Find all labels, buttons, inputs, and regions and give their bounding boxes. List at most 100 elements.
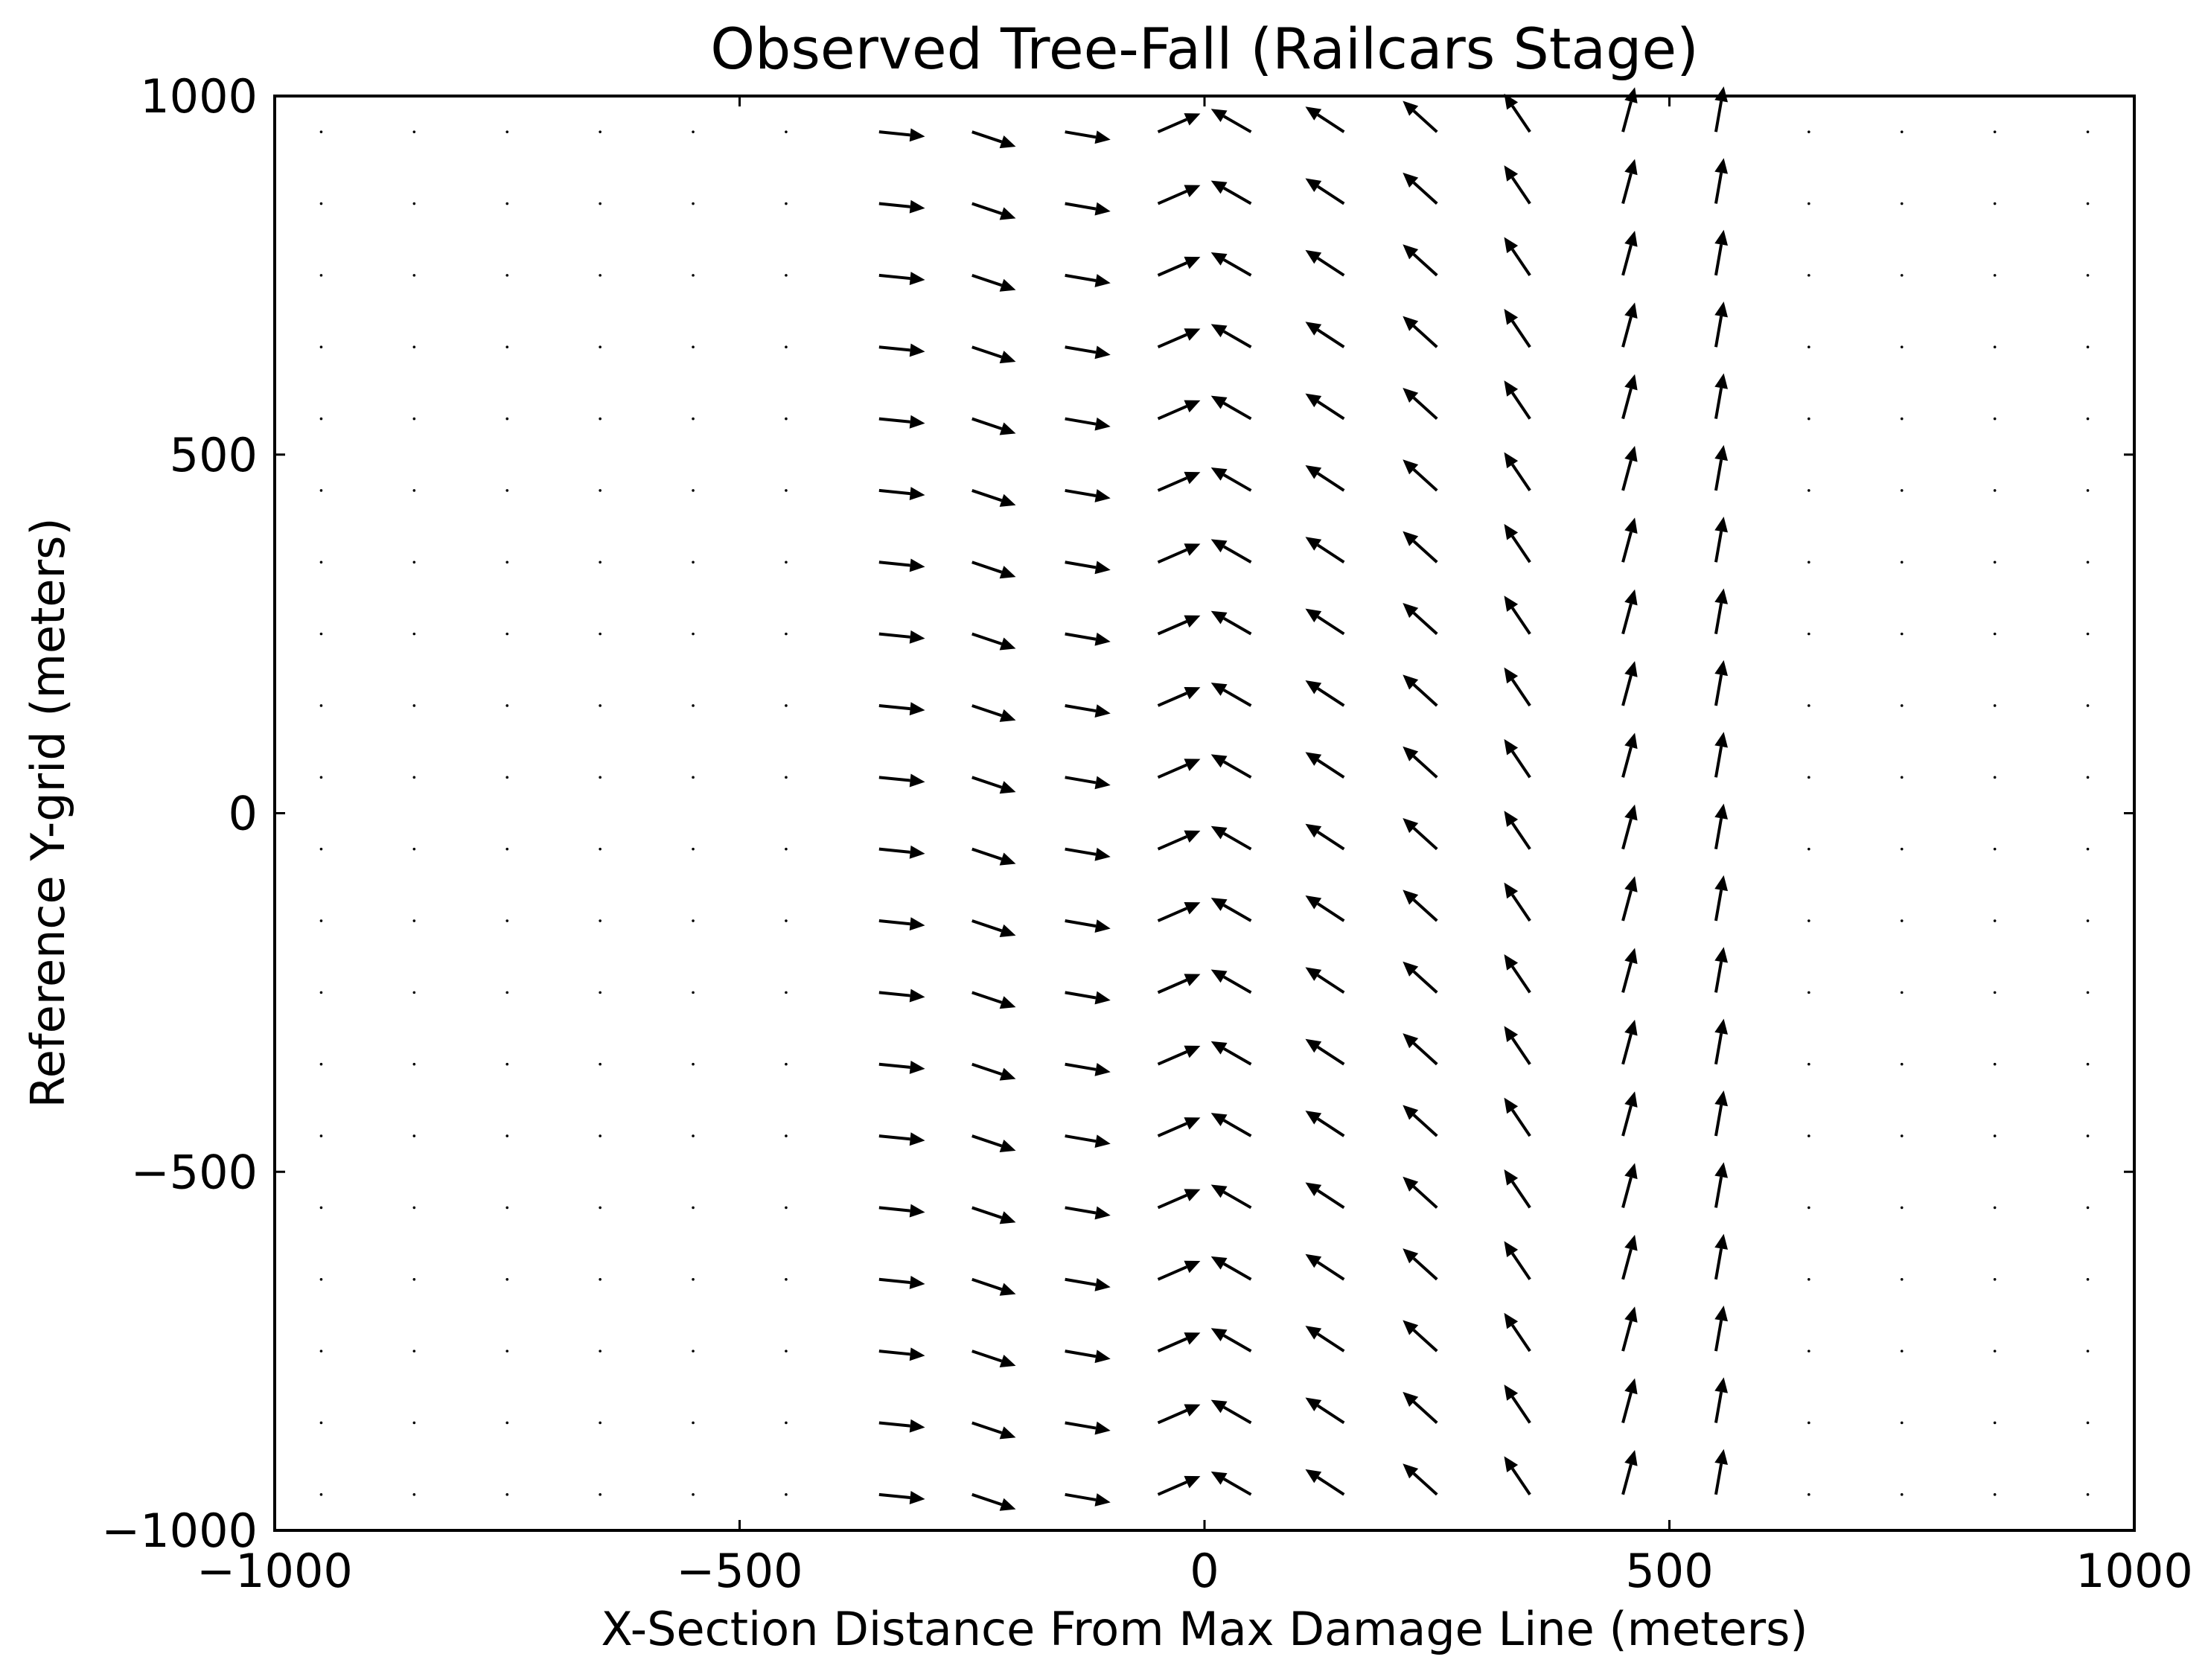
vector-point-4-7 [692, 991, 695, 994]
vector-shaft [1157, 1265, 1187, 1281]
vector-point-4-3 [692, 1277, 695, 1281]
vector-head [1210, 898, 1228, 911]
vector-head [1714, 1162, 1728, 1178]
vector-arrow-9-6 [1157, 1045, 1201, 1066]
vector-shaft [971, 991, 1003, 1004]
vector-head [1094, 274, 1111, 287]
vector-shaft [878, 703, 910, 711]
vector-arrow-12-5 [1403, 1105, 1438, 1137]
vector-shaft [1065, 1062, 1097, 1071]
vector-shaft [1223, 760, 1252, 779]
vector-point-19-15 [2086, 417, 2090, 421]
vector-arrow-12-11 [1403, 674, 1438, 707]
vector-point-2-17 [505, 274, 509, 277]
vector-point-19-13 [2086, 560, 2090, 564]
vector-point-5-9 [785, 847, 788, 851]
vector-head [1210, 1328, 1228, 1342]
vector-point-3-14 [599, 489, 602, 492]
vector-shaft [1412, 1257, 1438, 1281]
vector-arrow-10-7 [1210, 969, 1252, 994]
vector-arrow-9-12 [1157, 615, 1201, 636]
vector-point-0-9 [319, 847, 323, 851]
vector-head [999, 996, 1016, 1009]
vector-point-4-18 [692, 202, 695, 205]
vector-point-5-18 [785, 202, 788, 205]
vector-point-16-5 [1807, 1134, 1810, 1137]
vector-point-4-9 [692, 847, 695, 851]
vector-arrow-13-16 [1504, 308, 1531, 348]
vector-head [909, 1419, 925, 1433]
vector-arrow-12-15 [1403, 387, 1438, 421]
vector-head [999, 1067, 1016, 1081]
vector-arrow-13-19 [1504, 93, 1531, 133]
vector-shaft [1714, 1105, 1723, 1137]
vector-shaft [1065, 847, 1097, 856]
vector-head [1714, 803, 1728, 820]
vector-arrow-12-9 [1403, 818, 1438, 851]
vector-point-0-18 [319, 202, 323, 205]
vector-point-5-13 [785, 560, 788, 564]
vector-point-4-12 [692, 632, 695, 636]
vector-point-19-6 [2086, 1062, 2090, 1066]
vector-head [909, 988, 925, 1003]
vector-shaft [1317, 1189, 1345, 1210]
vector-point-5-10 [785, 776, 788, 779]
vector-head [1305, 249, 1322, 264]
vector-head [1624, 230, 1638, 247]
vector-arrow-10-17 [1210, 252, 1252, 277]
vector-point-1-13 [412, 560, 416, 564]
x-tick-label-3: 500 [1625, 1544, 1713, 1598]
vector-head [1210, 539, 1228, 553]
vector-point-4-5 [692, 1134, 695, 1137]
vector-arrow-6-17 [878, 272, 925, 286]
vector-point-16-13 [1807, 560, 1810, 564]
y-tick-label-3: 500 [170, 428, 258, 482]
vector-head [999, 1498, 1016, 1511]
vector-shaft [971, 1134, 1003, 1148]
vector-point-17-11 [1900, 704, 1904, 707]
vector-shaft [1065, 991, 1097, 1000]
vector-shaft [1511, 105, 1531, 133]
vector-arrow-14-3 [1621, 1234, 1638, 1280]
vector-shaft [1157, 1337, 1187, 1352]
vector-shaft [1317, 543, 1345, 563]
vector-shaft [1065, 632, 1097, 641]
vector-shaft [878, 345, 910, 352]
vector-point-17-18 [1900, 202, 1904, 205]
vector-point-1-15 [412, 417, 416, 421]
vector-point-3-12 [599, 632, 602, 636]
vector-point-17-3 [1900, 1277, 1904, 1281]
vector-shaft [1412, 468, 1438, 492]
vector-point-5-1 [785, 1421, 788, 1425]
vector-point-16-6 [1807, 1062, 1810, 1066]
vector-shaft [1714, 387, 1723, 419]
vector-arrow-9-2 [1157, 1332, 1201, 1352]
vector-head [1403, 1320, 1419, 1335]
vector-arrow-11-5 [1305, 1111, 1345, 1137]
vector-shaft [971, 345, 1003, 359]
vector-arrow-9-14 [1157, 471, 1201, 492]
vector-head [1624, 302, 1638, 319]
vector-shaft [1412, 1185, 1438, 1209]
vector-shaft [971, 847, 1003, 860]
vector-arrow-11-8 [1305, 895, 1345, 922]
vector-point-2-18 [505, 202, 509, 205]
vector-point-19-5 [2086, 1134, 2090, 1137]
vector-arrow-9-1 [1157, 1404, 1201, 1425]
vector-point-16-15 [1807, 417, 1810, 421]
vector-arrow-7-6 [971, 1062, 1016, 1081]
vector-arrow-10-13 [1210, 539, 1252, 564]
vector-head [1305, 1182, 1322, 1196]
vector-head [1714, 732, 1728, 748]
vector-shaft [1065, 919, 1097, 928]
vector-shaft [1621, 101, 1633, 132]
vector-shaft [1714, 531, 1723, 563]
vector-point-18-5 [1993, 1134, 1997, 1137]
vector-shaft [1223, 186, 1252, 205]
vector-shaft [1412, 898, 1438, 922]
vector-shaft [1412, 1400, 1438, 1424]
vector-shaft [1223, 616, 1252, 636]
vector-shaft [971, 1421, 1003, 1434]
vector-point-16-4 [1807, 1206, 1810, 1210]
vector-arrow-7-12 [971, 632, 1016, 651]
